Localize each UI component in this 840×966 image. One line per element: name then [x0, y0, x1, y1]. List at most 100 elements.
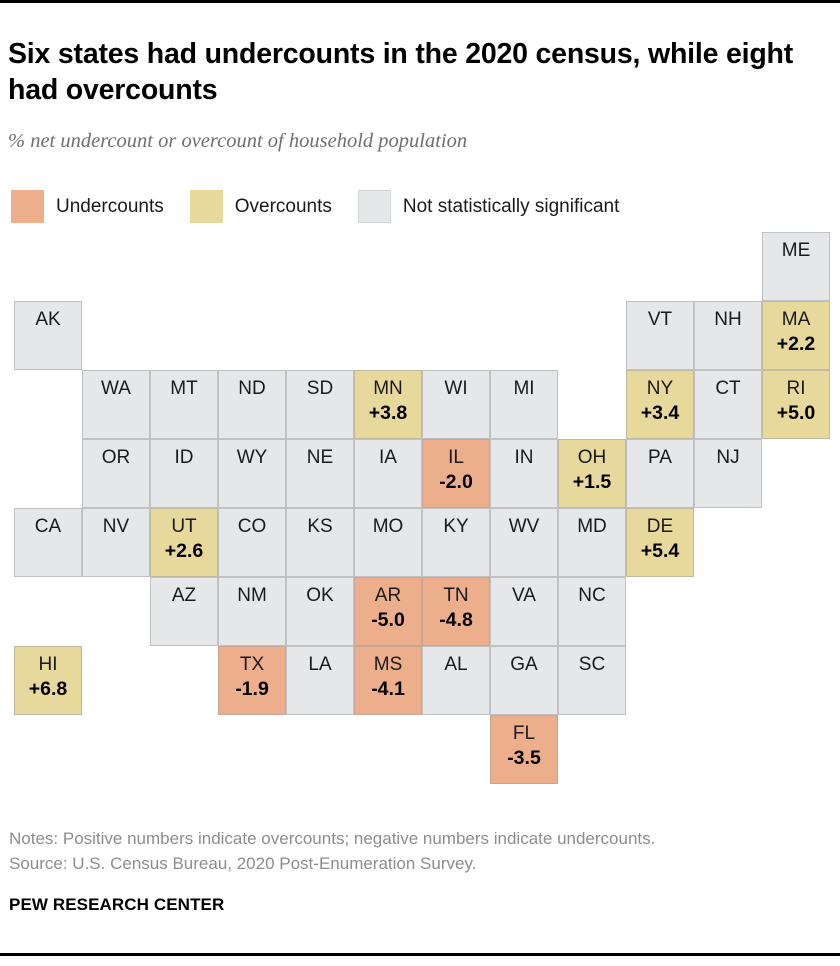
state-abbr-label: MT — [170, 378, 198, 399]
state-abbr-label: NE — [306, 447, 334, 468]
state-abbr-label: MI — [513, 378, 535, 399]
state-cell-ia[interactable]: IA — [354, 439, 422, 508]
state-abbr-label: DE — [646, 516, 674, 537]
footnotes: Notes: Positive numbers indicate overcou… — [9, 827, 829, 876]
state-cell-ok[interactable]: OK — [286, 577, 354, 646]
legend-item-over: Overcounts — [189, 190, 332, 223]
legend-item-ns: Not statistically significant — [357, 190, 620, 223]
state-abbr-label: WY — [236, 447, 268, 468]
state-abbr-label: NM — [237, 585, 267, 606]
state-cell-ut[interactable]: UT +2.6 — [150, 508, 218, 577]
state-cell-de[interactable]: DE +5.4 — [626, 508, 694, 577]
state-value-label: -4.8 — [439, 609, 473, 632]
state-cell-mi[interactable]: MI — [490, 370, 558, 439]
state-cell-ri[interactable]: RI +5.0 — [762, 370, 830, 439]
bottom-rule — [0, 953, 840, 956]
state-cell-co[interactable]: CO — [218, 508, 286, 577]
state-value-label: +3.8 — [368, 402, 408, 425]
state-cell-sd[interactable]: SD — [286, 370, 354, 439]
legend-label-ns: Not statistically significant — [402, 195, 620, 217]
state-cell-me[interactable]: ME — [762, 232, 830, 301]
state-abbr-label: HI — [38, 654, 58, 675]
state-abbr-label: ME — [781, 240, 811, 261]
page-subtitle: % net undercount or overcount of househo… — [8, 130, 468, 152]
state-value-label: +2.2 — [776, 333, 816, 356]
state-cell-pa[interactable]: PA — [626, 439, 694, 508]
state-abbr-label: MS — [373, 654, 403, 675]
state-cell-wi[interactable]: WI — [422, 370, 490, 439]
state-cell-sc[interactable]: SC — [558, 646, 626, 715]
state-cell-nv[interactable]: NV — [82, 508, 150, 577]
state-cell-tx[interactable]: TX -1.9 — [218, 646, 286, 715]
state-cell-ms[interactable]: MS -4.1 — [354, 646, 422, 715]
state-cell-az[interactable]: AZ — [150, 577, 218, 646]
state-cell-in[interactable]: IN — [490, 439, 558, 508]
state-cell-ga[interactable]: GA — [490, 646, 558, 715]
state-cell-fl[interactable]: FL -3.5 — [490, 715, 558, 784]
state-value-label: +2.6 — [164, 540, 204, 563]
legend: Undercounts Overcounts Not statistically s… — [11, 190, 645, 223]
state-abbr-label: NC — [578, 585, 606, 606]
state-grid-cartogram: ME AK VT NH MA +2.2 WA MT ND SD MN +3.8 WI MI NY +3.4 CT… — [0, 232, 840, 792]
state-cell-vt[interactable]: VT — [626, 301, 694, 370]
legend-swatch-ns — [357, 190, 391, 223]
state-cell-mn[interactable]: MN +3.8 — [354, 370, 422, 439]
state-cell-nh[interactable]: NH — [694, 301, 762, 370]
legend-swatch-under — [11, 190, 44, 223]
legend-swatch-over — [189, 190, 223, 223]
state-cell-va[interactable]: VA — [490, 577, 558, 646]
state-cell-nm[interactable]: NM — [218, 577, 286, 646]
state-abbr-label: NH — [714, 309, 742, 330]
state-cell-ny[interactable]: NY +3.4 — [626, 370, 694, 439]
legend-label-under: Undercounts — [56, 195, 164, 217]
state-cell-la[interactable]: LA — [286, 646, 354, 715]
state-cell-ak[interactable]: AK — [14, 301, 82, 370]
state-cell-ma[interactable]: MA +2.2 — [762, 301, 830, 370]
state-cell-or[interactable]: OR — [82, 439, 150, 508]
state-cell-wy[interactable]: WY — [218, 439, 286, 508]
state-abbr-label: WA — [101, 378, 131, 399]
state-abbr-label: OR — [101, 447, 131, 468]
state-cell-md[interactable]: MD — [558, 508, 626, 577]
brand-label: PEW RESEARCH CENTER — [9, 895, 225, 914]
state-abbr-label: WI — [444, 378, 468, 399]
state-cell-il[interactable]: IL -2.0 — [422, 439, 490, 508]
state-abbr-label: NY — [646, 378, 674, 399]
state-cell-id[interactable]: ID — [150, 439, 218, 508]
state-abbr-label: CT — [715, 378, 741, 399]
state-abbr-label: AR — [374, 585, 402, 606]
state-cell-ks[interactable]: KS — [286, 508, 354, 577]
state-cell-wv[interactable]: WV — [490, 508, 558, 577]
state-abbr-label: MN — [373, 378, 403, 399]
footnote-notes: Notes: Positive numbers indicate overcou… — [9, 829, 656, 848]
state-cell-tn[interactable]: TN -4.8 — [422, 577, 490, 646]
state-cell-hi[interactable]: HI +6.8 — [14, 646, 82, 715]
legend-label-over: Overcounts — [234, 195, 332, 217]
state-cell-ct[interactable]: CT — [694, 370, 762, 439]
state-abbr-label: UT — [171, 516, 197, 537]
state-abbr-label: CO — [237, 516, 267, 537]
state-value-label: -5.0 — [371, 609, 405, 632]
state-abbr-label: GA — [510, 654, 538, 675]
state-abbr-label: NV — [102, 516, 130, 537]
state-abbr-label: AK — [35, 309, 61, 330]
state-cell-nc[interactable]: NC — [558, 577, 626, 646]
state-cell-ne[interactable]: NE — [286, 439, 354, 508]
state-abbr-label: SD — [306, 378, 334, 399]
state-abbr-label: LA — [308, 654, 332, 675]
state-value-label: -3.5 — [507, 747, 541, 770]
state-abbr-label: MO — [372, 516, 404, 537]
state-value-label: -1.9 — [235, 678, 269, 701]
state-cell-al[interactable]: AL — [422, 646, 490, 715]
state-cell-mt[interactable]: MT — [150, 370, 218, 439]
state-abbr-label: AL — [444, 654, 468, 675]
state-cell-mo[interactable]: MO — [354, 508, 422, 577]
state-cell-nd[interactable]: ND — [218, 370, 286, 439]
state-cell-ca[interactable]: CA — [14, 508, 82, 577]
state-cell-ky[interactable]: KY — [422, 508, 490, 577]
state-cell-oh[interactable]: OH +1.5 — [558, 439, 626, 508]
state-cell-ar[interactable]: AR -5.0 — [354, 577, 422, 646]
state-cell-wa[interactable]: WA — [82, 370, 150, 439]
state-cell-nj[interactable]: NJ — [694, 439, 762, 508]
state-abbr-label: VT — [647, 309, 673, 330]
